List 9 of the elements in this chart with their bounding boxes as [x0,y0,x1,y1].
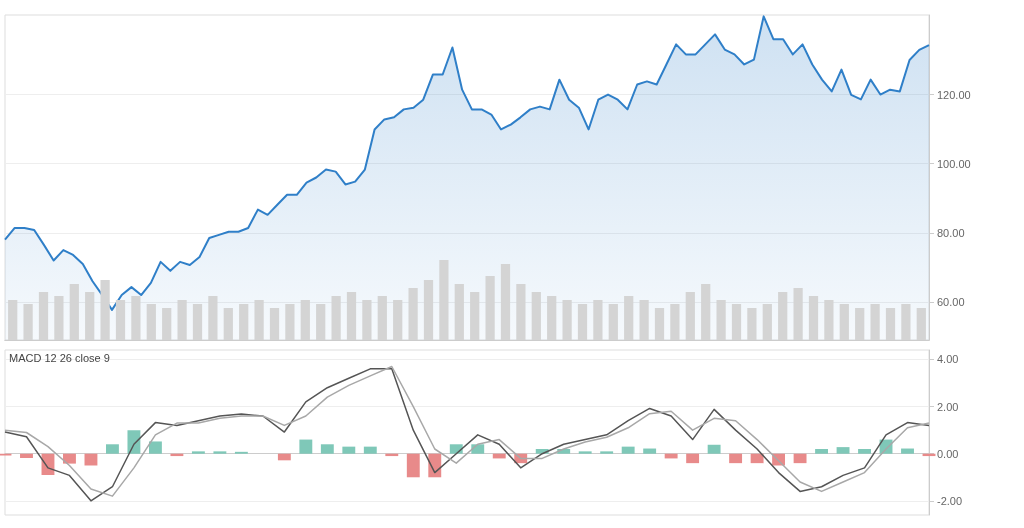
y-tick-label: 80.00 [937,226,965,239]
y-tick-label: 2.00 [937,400,959,413]
y-tick-label: 100.00 [937,157,971,170]
chart-title: MACD 12 26 close 9 [9,351,110,364]
y-tick-label: 4.00 [937,353,959,366]
y-tick-label: -2.00 [937,494,963,507]
y-tick-label: 120.00 [937,88,971,101]
y-tick-label: 60.00 [937,295,965,308]
y-tick-label: 0.00 [937,447,959,460]
